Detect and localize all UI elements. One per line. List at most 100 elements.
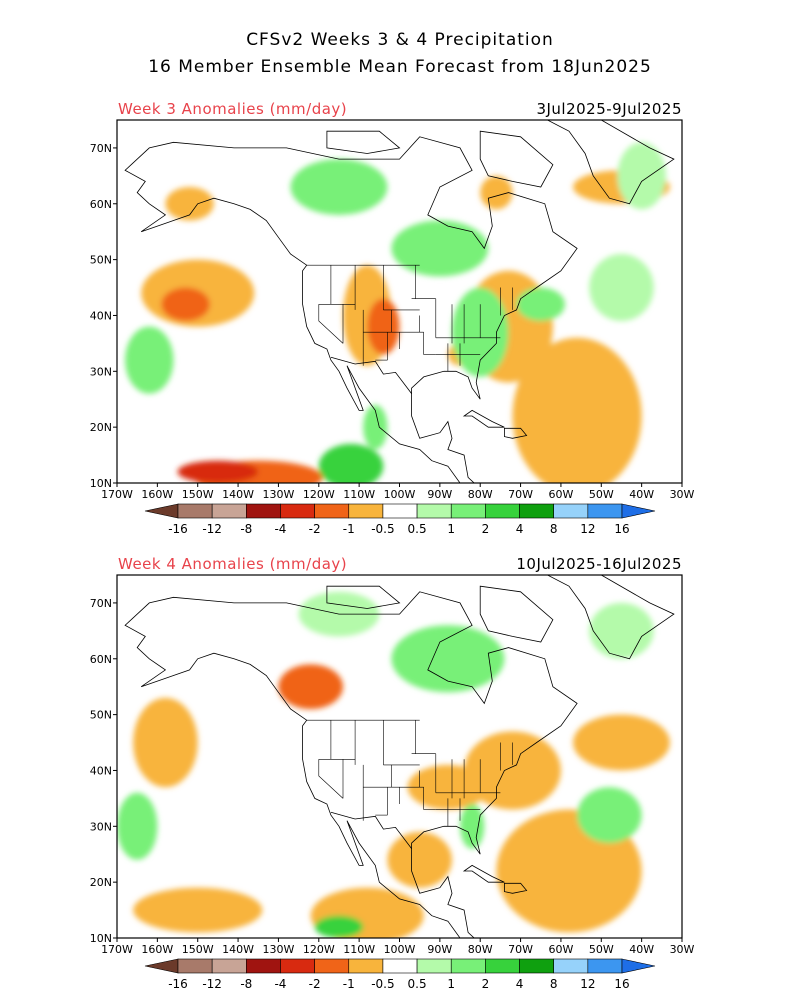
y-tick-label: 70N xyxy=(90,142,112,155)
colorbar-swatch xyxy=(280,958,315,974)
colorbar-label: 4 xyxy=(516,977,524,991)
anomaly-region xyxy=(589,254,654,322)
colorbar-label: 1 xyxy=(447,522,455,536)
x-tick-label: 160W xyxy=(141,488,173,501)
colorbar-label: 16 xyxy=(614,977,629,991)
anomaly-region xyxy=(464,731,561,810)
y-tick-label: 40N xyxy=(90,309,112,322)
x-tick-label: 70W xyxy=(508,488,533,501)
x-tick-label: 140W xyxy=(222,488,254,501)
x-tick-label: 50W xyxy=(589,943,614,956)
colorbar-swatch xyxy=(553,958,589,974)
colorbar-label: 2 xyxy=(482,977,490,991)
colorbar-swatch xyxy=(587,958,623,974)
colorbar-swatch xyxy=(450,503,486,519)
colorbar-label: 12 xyxy=(580,522,595,536)
x-tick-label: 130W xyxy=(262,488,294,501)
y-tick-label: 40N xyxy=(90,764,112,777)
x-tick-label: 80W xyxy=(468,943,493,956)
anomaly-region xyxy=(278,664,343,710)
colorbar-low-arrow xyxy=(144,503,179,519)
colorbar-label: 0.5 xyxy=(408,522,427,536)
coastline xyxy=(326,585,401,609)
anomaly-region xyxy=(177,460,259,483)
x-tick-label: 30W xyxy=(670,488,695,501)
x-tick-label: 150W xyxy=(182,488,214,501)
coastline xyxy=(479,585,554,643)
y-tick-label: 50N xyxy=(90,254,112,267)
colorbar-swatch xyxy=(348,958,384,974)
y-tick-label: 50N xyxy=(90,709,112,722)
x-tick-label: 60W xyxy=(548,488,573,501)
x-tick-label: 170W xyxy=(101,488,133,501)
week3-panel-label: Week 3 Anomalies (mm/day) xyxy=(118,100,348,118)
colorbar-high-arrow xyxy=(621,958,656,974)
coastline xyxy=(326,130,401,154)
y-tick-label: 20N xyxy=(90,876,112,889)
anomaly-region xyxy=(125,326,174,394)
y-tick-label: 60N xyxy=(90,653,112,666)
colorbar-swatch xyxy=(314,958,350,974)
week4-anomaly-map: 170W 160W 150W 140W 130W 120W 110W 100W 90W 80W 70… xyxy=(90,574,695,956)
x-tick-label: 100W xyxy=(384,943,416,956)
chart-title: CFSv2 Weeks 3 & 4 Precipitation xyxy=(246,30,554,50)
x-tick-label: 110W xyxy=(343,488,375,501)
colorbar-swatch xyxy=(519,503,554,519)
anomaly-region xyxy=(318,443,384,483)
anomaly-region xyxy=(391,220,489,277)
colorbar-label: -0.5 xyxy=(371,522,394,536)
colorbar-label: -2 xyxy=(309,522,321,536)
colorbar-label: 4 xyxy=(516,522,524,536)
colorbar-swatch xyxy=(314,503,350,519)
x-tick-label: 90W xyxy=(427,943,452,956)
colorbar-label: -8 xyxy=(240,977,252,991)
colorbar-label: -12 xyxy=(202,522,222,536)
anomaly-region xyxy=(577,787,642,844)
colorbar-swatch xyxy=(211,958,247,974)
colorbar-label: 12 xyxy=(580,977,595,991)
anomaly-region xyxy=(391,625,505,693)
colorbar-swatch xyxy=(485,503,520,519)
colorbar-label: -12 xyxy=(202,977,222,991)
colorbar-swatch xyxy=(553,503,589,519)
x-tick-label: 140W xyxy=(222,943,254,956)
week4-panel-label: Week 4 Anomalies (mm/day) xyxy=(118,555,348,573)
state-border xyxy=(318,759,344,799)
coastline xyxy=(504,882,528,894)
colorbar-swatch xyxy=(348,503,384,519)
x-tick-label: 30W xyxy=(670,943,695,956)
coastline xyxy=(504,427,528,439)
colorbar-swatch xyxy=(519,958,554,974)
week4-date-range: 10Jul2025-16Jul2025 xyxy=(516,555,682,573)
anomaly-region xyxy=(589,602,654,659)
anomaly-region xyxy=(460,803,485,849)
x-tick-label: 40W xyxy=(629,488,654,501)
anomaly-region xyxy=(407,764,489,810)
colorbar-label: 16 xyxy=(614,522,629,536)
y-tick-label: 60N xyxy=(90,198,112,211)
x-tick-label: 100W xyxy=(384,488,416,501)
y-tick-label: 10N xyxy=(90,932,112,945)
x-tick-label: 50W xyxy=(589,488,614,501)
week4-colorbar: -16 -12 -8 -4 -2 -1 -0.5 0.5 1 2 4 8 12 16 xyxy=(144,958,656,991)
anomaly-region xyxy=(117,792,158,860)
anomaly-region xyxy=(290,159,388,215)
anomaly-region xyxy=(480,175,513,210)
y-tick-label: 30N xyxy=(90,820,112,833)
colorbar-label: -2 xyxy=(309,977,321,991)
colorbar-label: 1 xyxy=(447,977,455,991)
x-tick-label: 130W xyxy=(262,943,294,956)
colorbar-low-arrow xyxy=(144,958,179,974)
anomaly-region xyxy=(161,287,210,322)
x-tick-label: 60W xyxy=(548,943,573,956)
y-tick-label: 30N xyxy=(90,365,112,378)
state-border xyxy=(318,304,344,344)
y-tick-label: 20N xyxy=(90,421,112,434)
colorbar-swatch xyxy=(416,958,452,974)
colorbar-label: -4 xyxy=(274,977,286,991)
coastline xyxy=(124,136,578,483)
colorbar-label: 2 xyxy=(482,522,490,536)
week3-date-range: 3Jul2025-9Jul2025 xyxy=(536,100,682,118)
x-tick-label: 110W xyxy=(343,943,375,956)
colorbar-label: 0.5 xyxy=(408,977,427,991)
